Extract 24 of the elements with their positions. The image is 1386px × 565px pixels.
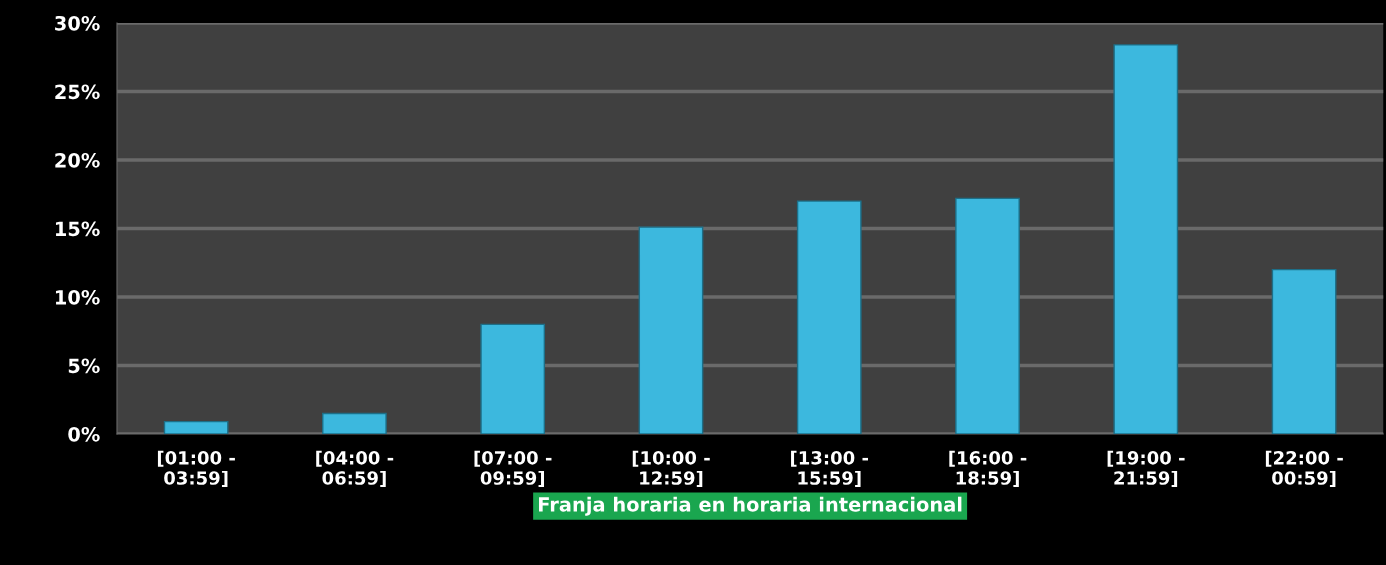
x-tick-label: [13:00 - 15:59] bbox=[791, 450, 869, 487]
x-tick-label: [07:00 - 09:59] bbox=[474, 450, 552, 487]
y-tick-label: 25% bbox=[55, 84, 100, 100]
bar bbox=[796, 200, 862, 434]
bar bbox=[322, 412, 387, 434]
y-tick-label: 20% bbox=[55, 152, 100, 168]
x-tick-label: [04:00 - 06:59] bbox=[316, 450, 394, 487]
y-tick-label: 5% bbox=[68, 358, 100, 374]
x-tick-label: [16:00 - 18:59] bbox=[949, 450, 1027, 487]
bar bbox=[955, 197, 1020, 434]
x-axis-title: Franja horaria en horaria internacional bbox=[539, 496, 962, 516]
bar bbox=[638, 226, 704, 434]
x-tick-label: [10:00 - 12:59] bbox=[632, 450, 710, 487]
x-tick-label: [01:00 - 03:59] bbox=[157, 450, 235, 487]
bar bbox=[1271, 268, 1337, 434]
x-tick-label: [19:00 - 21:59] bbox=[1107, 450, 1185, 487]
bar bbox=[480, 323, 546, 434]
y-tick-label: 0% bbox=[68, 426, 100, 442]
y-tick-label: 10% bbox=[55, 289, 100, 305]
bar bbox=[163, 420, 229, 434]
bar bbox=[1113, 44, 1179, 434]
x-tick-label: [22:00 - 00:59] bbox=[1265, 450, 1343, 487]
y-tick-label: 15% bbox=[55, 221, 100, 237]
y-tick-label: 30% bbox=[55, 15, 100, 31]
